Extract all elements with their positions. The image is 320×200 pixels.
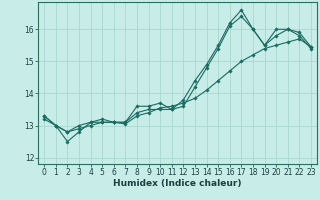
X-axis label: Humidex (Indice chaleur): Humidex (Indice chaleur) [113, 179, 242, 188]
